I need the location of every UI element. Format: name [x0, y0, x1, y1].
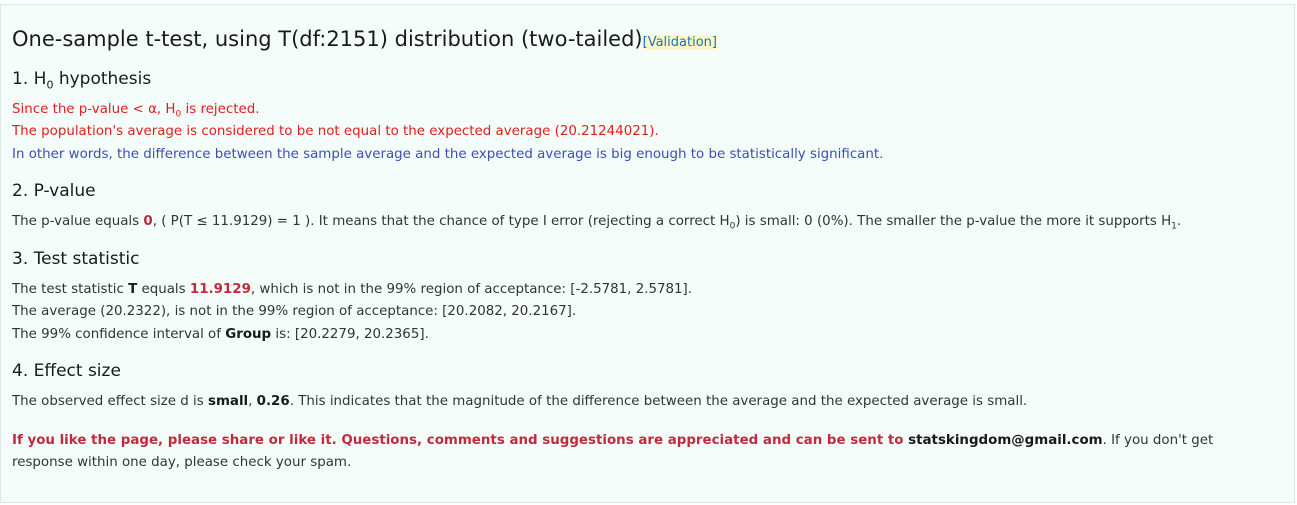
- test-statistic-line: The test statistic T equals 11.9129, whi…: [12, 282, 692, 297]
- rejected-text-b: is rejected.: [181, 102, 260, 117]
- ci-text-a: The 99% confidence interval of: [12, 327, 226, 342]
- population-average-line: The population's average is considered t…: [12, 124, 659, 139]
- heading-rest: hypothesis: [53, 69, 152, 89]
- pvalue-text-a: The p-value equals: [12, 214, 144, 229]
- contact-email[interactable]: statskingdom@gmail.com: [908, 433, 1103, 448]
- share-rest: . If you don't get response within one d…: [12, 433, 1214, 470]
- title-row: One-sample t-test, using T(df:2151) dist…: [12, 27, 717, 51]
- rejected-subscript: 0: [175, 109, 182, 120]
- effect-size-line: The observed effect size d is small, 0.2…: [12, 394, 1027, 409]
- h0-rejected-line: Since the p-value < α, H0 is rejected.: [12, 102, 259, 120]
- average-line: The average (20.2322), is not in the 99%…: [12, 304, 577, 319]
- pvalue-subscript-1: 1: [1171, 221, 1177, 232]
- confidence-interval-line: The 99% confidence interval of Group is:…: [12, 327, 429, 342]
- pvalue-text-d: .: [1176, 214, 1182, 229]
- ts-text-a: The test statistic: [12, 282, 129, 297]
- heading-subscript: 0: [46, 78, 54, 92]
- ci-group: Group: [225, 327, 272, 342]
- es-value: 0.26: [256, 394, 290, 409]
- share-note: If you like the page, please share or li…: [12, 430, 1277, 474]
- h0-hypothesis-heading: 1. H0 hypothesis: [12, 69, 151, 91]
- es-text-b: . This indicates that the magnitude of t…: [289, 394, 1028, 409]
- es-separator: ,: [248, 394, 257, 409]
- pvalue-subscript-0: 0: [729, 221, 736, 232]
- pvalue-value: 0: [143, 214, 153, 229]
- validation-link[interactable]: [Validation]: [642, 35, 717, 50]
- pvalue-text-c: ) is small: 0 (0%). The smaller the p-va…: [735, 214, 1172, 229]
- heading-number: 1.: [12, 69, 29, 89]
- ci-text-b: is: [20.2279, 20.2365].: [271, 327, 429, 342]
- results-panel: [0, 4, 1295, 503]
- ts-value: 11.9129: [189, 282, 251, 297]
- pvalue-text-b: , ( P(T ≤ 11.9129) = 1 ). It means that …: [152, 214, 730, 229]
- ts-text-b: equals: [137, 282, 190, 297]
- ts-text-c: , which is not in the 99% region of acce…: [250, 282, 693, 297]
- es-size: small: [208, 394, 249, 409]
- other-words-line: In other words, the difference between t…: [12, 147, 884, 162]
- page-title: One-sample t-test, using T(df:2151) dist…: [12, 27, 643, 51]
- heading-h: H: [33, 69, 47, 89]
- rejected-text-a: Since the p-value < α, H: [12, 102, 176, 117]
- share-cta: If you like the page, please share or li…: [12, 433, 909, 448]
- es-text-a: The observed effect size d is: [12, 394, 208, 409]
- effect-size-heading: 4. Effect size: [12, 361, 121, 381]
- pvalue-heading: 2. P-value: [12, 181, 96, 201]
- ts-symbol: T: [128, 282, 138, 297]
- test-statistic-heading: 3. Test statistic: [12, 249, 140, 269]
- pvalue-line: The p-value equals 0, ( P(T ≤ 11.9129) =…: [12, 214, 1181, 232]
